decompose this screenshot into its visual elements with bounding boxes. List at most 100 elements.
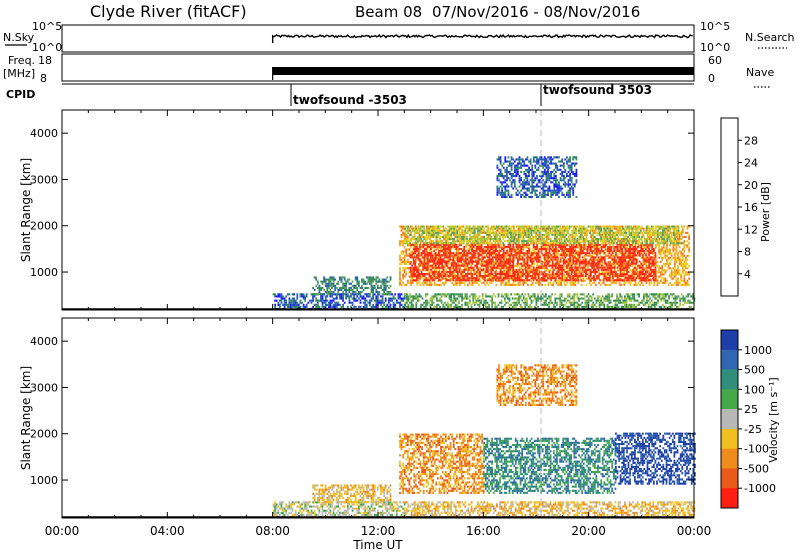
power-cell (620, 279, 622, 281)
power-cell (323, 276, 325, 278)
power-cell (446, 265, 448, 267)
power-cell (411, 275, 413, 277)
power-cell (657, 280, 659, 282)
power-cell (470, 258, 472, 260)
power-cell (425, 273, 427, 275)
power-cell (593, 250, 595, 252)
power-cell (556, 282, 558, 284)
power-cell (334, 289, 336, 291)
power-cell (472, 282, 474, 284)
power-cell (542, 275, 544, 277)
power-cell (574, 273, 576, 275)
power-cell (646, 282, 648, 284)
power-cell (620, 275, 622, 277)
power-cell (563, 276, 565, 278)
power-cell (555, 250, 557, 252)
power-cell (478, 258, 480, 260)
power-cell (448, 263, 450, 265)
power-cell (599, 261, 601, 263)
power-cell (474, 261, 476, 263)
power-cell (568, 263, 570, 265)
power-cell (411, 273, 413, 275)
power-cell (516, 230, 518, 232)
power-cell (287, 304, 289, 306)
power-cell (473, 252, 475, 254)
power-cell (572, 275, 574, 277)
power-cell (323, 302, 325, 304)
power-cell (617, 240, 619, 242)
power-cell (475, 282, 477, 284)
power-cell (553, 265, 555, 267)
power-cell (679, 273, 681, 275)
power-cell (284, 304, 286, 306)
power-cell (372, 291, 374, 293)
power-cell (647, 236, 649, 238)
power-cell (657, 278, 659, 280)
power-cell (552, 256, 554, 258)
power-cell (680, 255, 682, 257)
power-cell (535, 282, 537, 284)
power-cell (593, 269, 595, 271)
power-cell (382, 302, 384, 304)
power-cell (326, 287, 328, 289)
power-cell (629, 254, 631, 256)
power-cell (358, 293, 360, 295)
power-cell (623, 261, 625, 263)
power-cell (300, 306, 302, 308)
power-cell (512, 258, 514, 260)
power-cell (542, 273, 544, 275)
power-cell (497, 265, 499, 267)
power-cell (379, 287, 381, 289)
power-cell (416, 246, 418, 248)
power-cell (608, 242, 610, 244)
power-cell (342, 287, 344, 289)
power-cell (342, 293, 344, 295)
power-cell (366, 295, 368, 297)
power-cell (679, 257, 681, 259)
power-cell (541, 284, 543, 286)
power-cell (582, 263, 584, 265)
power-cell (596, 246, 598, 248)
power-cell (457, 256, 459, 258)
power-cell (533, 273, 535, 275)
power-cell (586, 284, 588, 286)
power-cell (441, 254, 443, 256)
power-cell (279, 295, 281, 297)
power-cell (459, 269, 461, 271)
power-cell (452, 256, 454, 258)
power-cell (451, 273, 453, 275)
power-cell (489, 250, 491, 252)
power-cell (550, 248, 552, 250)
power-cell (478, 284, 480, 286)
power-cell (419, 258, 421, 260)
power-cell (418, 269, 420, 271)
power-cell (672, 244, 674, 246)
power-cell (301, 302, 303, 304)
power-cell (442, 232, 444, 234)
power-cell (377, 276, 379, 278)
power-cell (455, 246, 457, 248)
power-cell (325, 279, 327, 281)
power-cell (363, 298, 365, 300)
power-cell (517, 263, 519, 265)
power-cell (528, 256, 530, 258)
power-cell (687, 259, 689, 261)
power-cell (553, 248, 555, 250)
power-cell (402, 257, 404, 259)
power-cell (429, 238, 431, 240)
power-cell (441, 250, 443, 252)
power-cell (574, 284, 576, 286)
power-cell (471, 248, 473, 250)
power-cell (679, 236, 681, 238)
power-cell (506, 263, 508, 265)
power-cell (615, 271, 617, 273)
power-cell (633, 226, 635, 228)
power-cell (465, 269, 467, 271)
power-cell (525, 271, 527, 273)
power-cell (598, 275, 600, 277)
power-cell (576, 252, 578, 254)
power-cell (468, 269, 470, 271)
power-cell (322, 304, 324, 306)
power-cell (471, 267, 473, 269)
power-cell (458, 228, 460, 230)
